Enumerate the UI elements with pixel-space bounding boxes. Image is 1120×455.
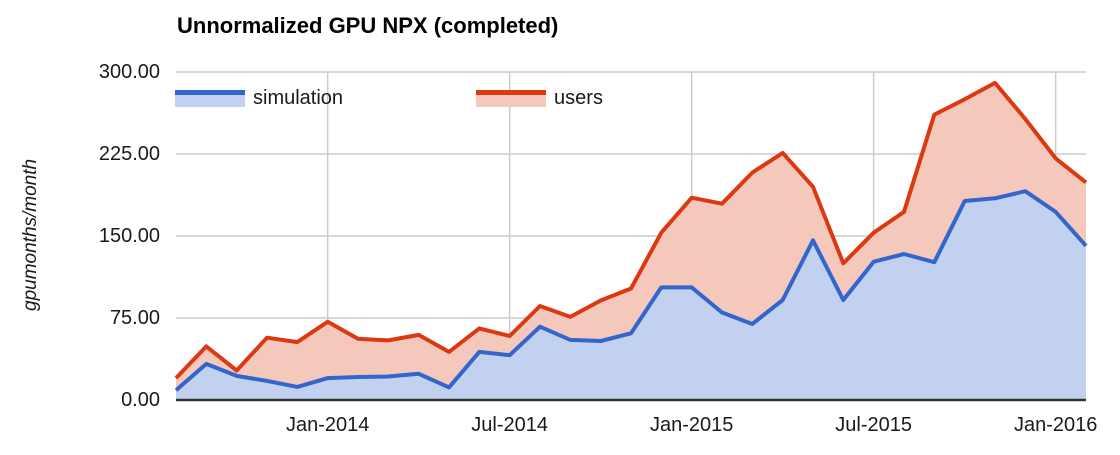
- x-tick-label: Jan-2014: [285, 414, 370, 436]
- legend-swatch-simulation: [175, 90, 245, 107]
- legend: simulation users: [175, 87, 603, 110]
- y-tick-label: 150.00: [98, 225, 160, 247]
- simulation-area: [176, 191, 1086, 400]
- chart-title: Unnormalized GPU NPX (completed): [177, 13, 559, 38]
- y-tick-label: 300.00: [98, 61, 160, 83]
- users-line: [174, 80, 1088, 380]
- x-tick-label: Jan-2016: [1013, 414, 1098, 436]
- legend-item-simulation: simulation: [175, 87, 343, 110]
- legend-label-simulation: simulation: [253, 87, 344, 109]
- x-tick-label: Jul-2015: [835, 414, 913, 436]
- y-tick-label: 75.00: [109, 307, 160, 329]
- legend-label-users: users: [554, 87, 603, 109]
- x-tick-label: Jan-2015: [649, 414, 734, 436]
- simulation-line: [174, 189, 1088, 392]
- x-tick-label: Jul-2014: [471, 414, 549, 436]
- legend-swatch-users: [476, 90, 547, 107]
- y-tick-label: 0.00: [121, 389, 160, 411]
- legend-item-users: users: [476, 87, 603, 110]
- y-tick-label: 225.00: [98, 143, 160, 165]
